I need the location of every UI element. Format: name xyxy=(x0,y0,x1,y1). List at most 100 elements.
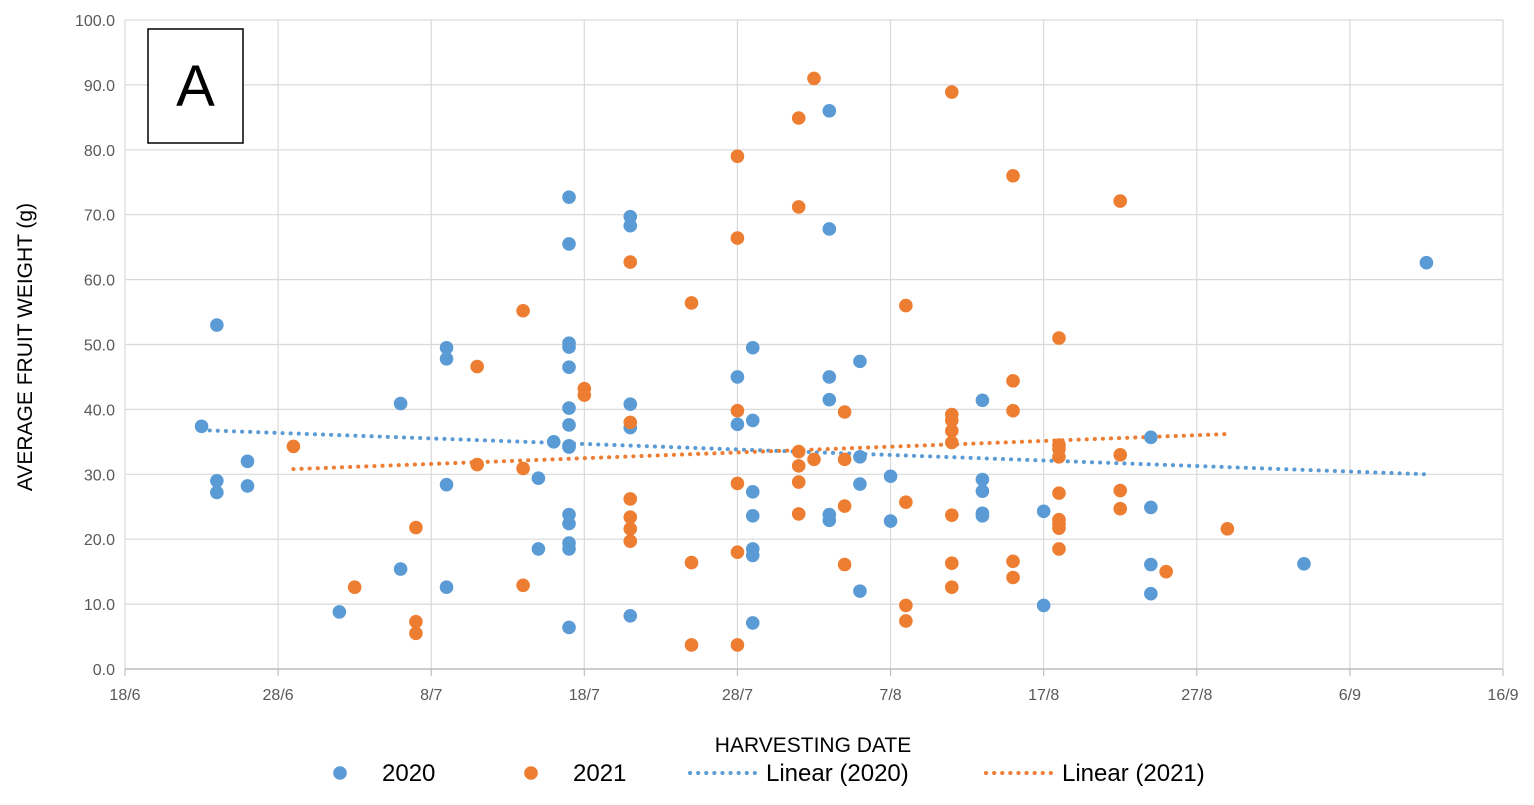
point-2021 xyxy=(516,461,530,476)
point-2021 xyxy=(623,522,638,536)
point-2021 xyxy=(730,476,745,491)
point-2020 xyxy=(853,354,867,369)
point-2020 xyxy=(562,340,576,354)
trendlines xyxy=(199,428,1429,477)
point-2020 xyxy=(562,401,576,415)
point-2020 xyxy=(883,469,898,484)
point-2021 xyxy=(516,303,530,318)
legend-label-2021: 2021 xyxy=(573,760,626,787)
legend-label-linear-2020: Linear (2020) xyxy=(766,760,909,787)
point-2021 xyxy=(837,405,852,419)
x-tick-label: 6/9 xyxy=(1339,687,1361,704)
point-2020 xyxy=(240,479,255,493)
point-2021 xyxy=(1220,522,1235,536)
panel-label: A xyxy=(176,54,215,119)
point-2021 xyxy=(1006,403,1020,418)
trendline-linear-2020 xyxy=(199,428,1429,477)
point-2021 xyxy=(791,459,806,473)
point-2020 xyxy=(210,318,224,332)
point-2020 xyxy=(439,351,454,366)
point-2021 xyxy=(409,626,423,641)
y-tick-label: 50.0 xyxy=(84,338,115,355)
point-2020 xyxy=(562,418,576,432)
point-2020 xyxy=(562,620,576,635)
point-2020 xyxy=(1419,255,1434,270)
point-2021 xyxy=(409,614,423,629)
point-2021 xyxy=(623,415,638,430)
y-tick-label: 60.0 xyxy=(84,273,115,290)
legend-label-2020: 2020 xyxy=(382,760,435,787)
point-2020 xyxy=(730,417,745,432)
point-2020 xyxy=(393,396,408,411)
point-2021 xyxy=(1052,542,1066,556)
point-2020 xyxy=(439,340,454,355)
y-axis-ticks: 0.0 10.0 20.0 30.0 40.0 50.0 60.0 70.0 80.0 90.0 1… xyxy=(75,13,115,679)
point-2020 xyxy=(1144,500,1158,515)
point-2020 xyxy=(853,449,867,464)
point-2021 xyxy=(1006,570,1020,585)
y-tick-label: 30.0 xyxy=(84,467,115,484)
y-tick-label: 70.0 xyxy=(84,208,115,225)
point-2020 xyxy=(822,513,837,528)
point-2021 xyxy=(837,557,852,572)
point-2021 xyxy=(899,598,913,613)
point-2020 xyxy=(745,548,760,563)
point-2020 xyxy=(332,605,347,619)
point-2021 xyxy=(1113,483,1128,498)
point-2020 xyxy=(562,516,576,531)
point-2020 xyxy=(822,104,837,118)
y-tick-label: 10.0 xyxy=(84,597,115,614)
point-2020 xyxy=(240,454,255,469)
point-2021 xyxy=(730,403,745,418)
point-2020 xyxy=(439,477,454,492)
panel-label-box: A xyxy=(147,28,244,144)
point-2021 xyxy=(791,475,806,489)
x-tick-label: 27/8 xyxy=(1181,687,1212,704)
point-2020 xyxy=(562,190,576,204)
point-2021 xyxy=(730,638,745,652)
point-2021 xyxy=(807,71,821,86)
point-2021 xyxy=(684,296,699,310)
point-2021 xyxy=(945,435,959,450)
legend-marker-2021 xyxy=(524,766,538,780)
point-2020 xyxy=(883,514,898,528)
point-2020 xyxy=(393,562,408,576)
point-2020 xyxy=(623,397,638,412)
point-2020 xyxy=(822,370,837,384)
x-tick-label: 28/7 xyxy=(722,687,753,704)
point-2020 xyxy=(531,471,546,485)
y-tick-label: 20.0 xyxy=(84,532,115,549)
point-2020 xyxy=(439,580,454,595)
point-2021 xyxy=(791,200,806,214)
trendline-linear-2021 xyxy=(291,432,1230,472)
point-2020 xyxy=(1144,557,1158,572)
point-2021 xyxy=(791,507,806,521)
x-tick-label: 16/9 xyxy=(1487,687,1518,704)
point-2021 xyxy=(730,545,745,559)
point-2021 xyxy=(1052,521,1066,535)
point-2021 xyxy=(1006,374,1020,388)
y-tick-label: 40.0 xyxy=(84,402,115,419)
data-points xyxy=(194,71,1434,652)
point-2021 xyxy=(470,359,484,374)
y-tick-label: 90.0 xyxy=(84,78,115,95)
point-2021 xyxy=(1113,448,1128,462)
point-2021 xyxy=(1113,501,1128,516)
x-tick-label: 18/7 xyxy=(569,687,600,704)
point-2021 xyxy=(791,111,806,125)
point-2021 xyxy=(684,638,699,652)
point-2021 xyxy=(945,413,959,428)
point-2021 xyxy=(899,614,913,628)
point-2021 xyxy=(623,492,638,506)
point-2021 xyxy=(730,231,745,245)
point-2021 xyxy=(286,439,301,454)
point-2020 xyxy=(562,440,576,454)
point-2020 xyxy=(531,542,546,556)
point-2021 xyxy=(807,452,821,467)
legend-marker-2020 xyxy=(333,766,347,780)
y-tick-label: 100.0 xyxy=(75,13,115,30)
point-2021 xyxy=(945,556,959,571)
point-2020 xyxy=(562,542,576,556)
point-2020 xyxy=(745,616,760,630)
x-axis-title: HARVESTING DATE xyxy=(715,734,911,757)
